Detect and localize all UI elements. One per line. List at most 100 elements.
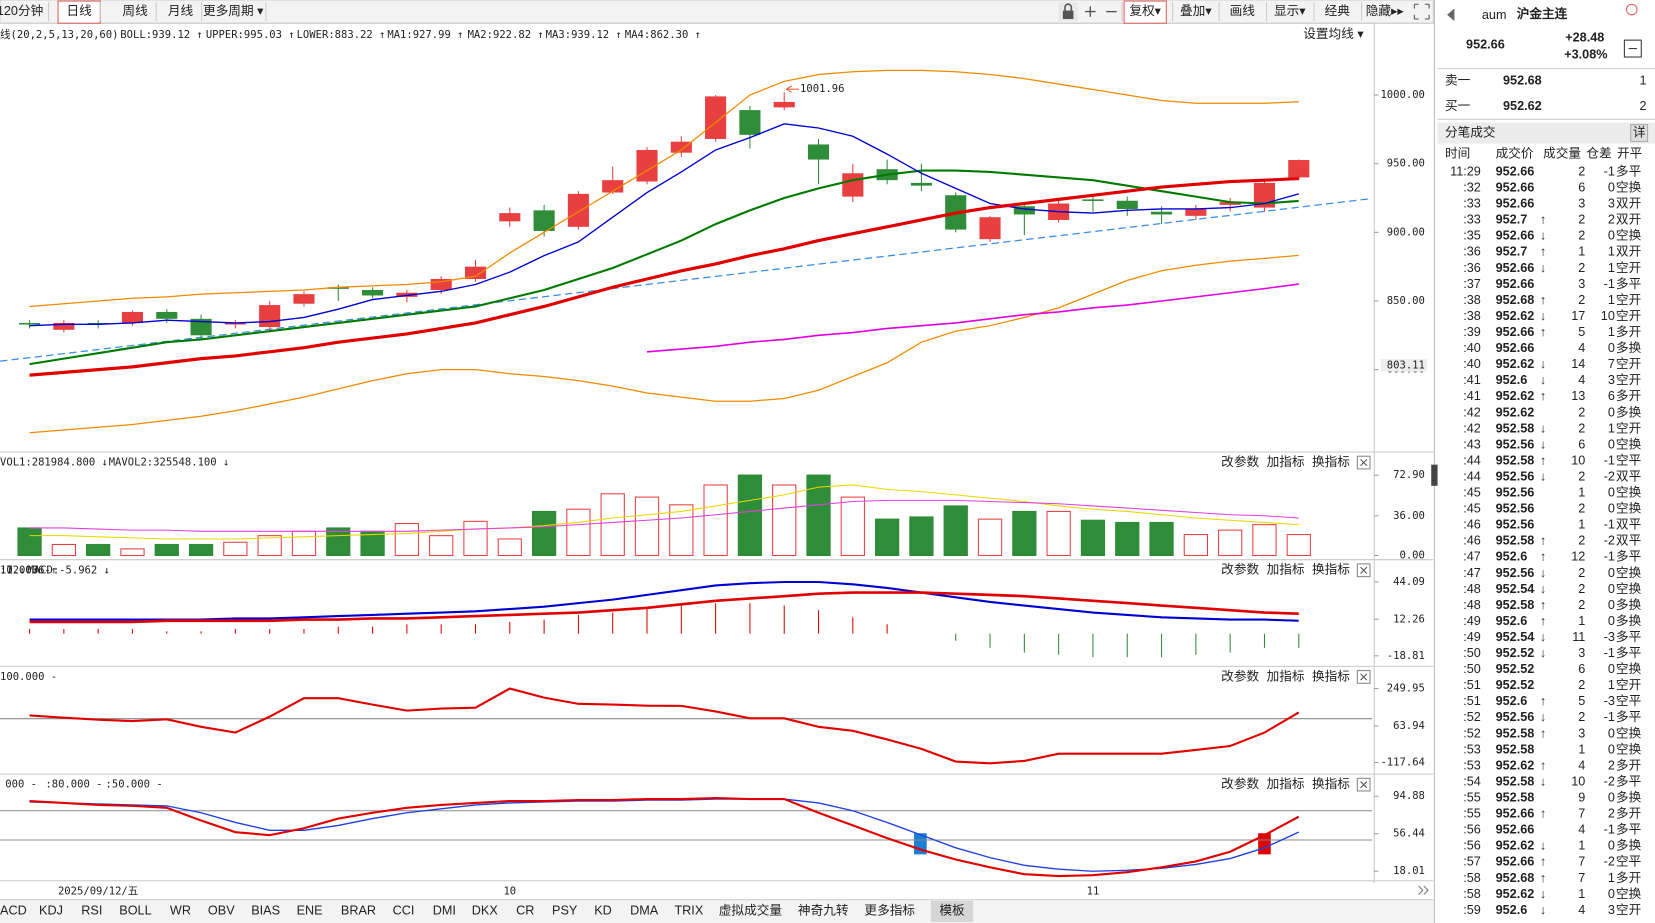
toolbar-button[interactable]: 经典 bbox=[1325, 4, 1351, 18]
indicator-tab[interactable]: ENE bbox=[297, 904, 323, 918]
trade-type: 多平 bbox=[1616, 630, 1641, 644]
candle-body bbox=[464, 266, 487, 280]
panel-action[interactable]: 改参数 bbox=[1221, 562, 1259, 577]
trade-direction: ↑ bbox=[1540, 758, 1546, 772]
column-header: 成交量 bbox=[1543, 146, 1581, 161]
indicator-tab[interactable]: CR bbox=[516, 904, 534, 918]
panel-toggle[interactable] bbox=[1431, 464, 1438, 486]
collapse-icon[interactable] bbox=[1623, 39, 1642, 58]
indicator-tab[interactable]: DKX bbox=[472, 904, 499, 918]
trade-type: 双平 bbox=[1616, 469, 1641, 483]
settings-button[interactable]: 设置均线 ▾ bbox=[1303, 27, 1364, 41]
button-active-bg[interactable] bbox=[1123, 0, 1167, 24]
trade-direction: ↑ bbox=[1540, 550, 1546, 564]
trade-type: 空开 bbox=[1616, 373, 1641, 387]
badge-icon[interactable] bbox=[1625, 3, 1638, 16]
indicator-tab[interactable]: 模板 bbox=[939, 904, 965, 918]
indicator-tab[interactable]: KDJ bbox=[39, 904, 63, 918]
indicator-tab[interactable]: DMI bbox=[433, 904, 456, 918]
period-tab[interactable]: 120分钟 bbox=[0, 3, 43, 18]
indicator-tab[interactable]: DMA bbox=[630, 904, 659, 918]
position-change: -1 bbox=[1604, 518, 1615, 532]
trade-time: :54 bbox=[1463, 774, 1481, 788]
volume-bar bbox=[977, 518, 1003, 557]
panel-action[interactable]: 加指标 bbox=[1267, 455, 1305, 469]
toolbar-button[interactable]: 叠加▾ bbox=[1180, 4, 1212, 18]
indicator-tab[interactable]: BRAR bbox=[341, 904, 376, 918]
panel-action[interactable]: 改参数 bbox=[1221, 776, 1259, 791]
indicator-line bbox=[29, 687, 1300, 765]
zoom-in-icon[interactable] bbox=[1085, 6, 1096, 17]
indicator-tab[interactable]: OBV bbox=[208, 904, 235, 918]
trade-type: 空换 bbox=[1616, 486, 1642, 500]
back-icon[interactable] bbox=[1447, 8, 1455, 22]
overlay-line bbox=[29, 123, 1299, 327]
trade-price: 952.52 bbox=[1496, 662, 1535, 676]
trade-direction: ↓ bbox=[1540, 887, 1546, 901]
indicator-tab[interactable]: 神奇九转 bbox=[798, 904, 849, 918]
panel-action[interactable]: 加指标 bbox=[1267, 563, 1305, 577]
indicator-tab[interactable]: BIAS bbox=[251, 904, 280, 918]
trade-type: 多开 bbox=[1616, 325, 1641, 339]
trade-price: 952.66 bbox=[1496, 325, 1535, 339]
trade-type: 多平 bbox=[1616, 774, 1641, 788]
trade-volume: 2 bbox=[1578, 164, 1585, 178]
position-change: 0 bbox=[1608, 181, 1615, 195]
toolbar-button[interactable]: 显示▾ bbox=[1274, 4, 1306, 18]
trade-time: :55 bbox=[1463, 791, 1481, 805]
trade-type: 多平 bbox=[1616, 710, 1641, 724]
period-tab[interactable]: 月线 bbox=[168, 4, 194, 18]
trade-type: 多平 bbox=[1616, 277, 1641, 291]
position-change: -1 bbox=[1604, 453, 1615, 467]
indicator-tab[interactable]: CCI bbox=[393, 904, 415, 918]
panel-action[interactable]: 换指标 bbox=[1312, 455, 1350, 469]
period-tab[interactable]: 周线 bbox=[122, 4, 148, 18]
fullscreen-icon[interactable] bbox=[1413, 3, 1430, 20]
detail-label[interactable]: 详 bbox=[1633, 125, 1646, 139]
indicator-tab[interactable]: TRIX bbox=[674, 904, 703, 918]
detail-button[interactable] bbox=[1630, 124, 1649, 143]
indicator-tab[interactable]: KD bbox=[594, 904, 612, 918]
panel-action[interactable]: 改参数 bbox=[1221, 668, 1259, 683]
volume-bar bbox=[1046, 510, 1071, 557]
position-change: 0 bbox=[1608, 437, 1615, 451]
indicator-value: VOL1:281984.800 ↓ bbox=[0, 457, 108, 469]
candle-body bbox=[533, 210, 555, 231]
x-tick-label: 11 bbox=[1087, 885, 1100, 897]
volume-bar bbox=[840, 496, 865, 557]
indicator-tab[interactable]: RSI bbox=[81, 904, 102, 918]
period-tab[interactable]: 更多周期 ▾ bbox=[203, 4, 264, 18]
indicator-tab[interactable]: ACD bbox=[0, 904, 27, 918]
panel-action[interactable]: 换指标 bbox=[1312, 777, 1350, 791]
panel-action[interactable]: 加指标 bbox=[1267, 669, 1305, 683]
indicator-tab[interactable]: WR bbox=[170, 904, 191, 918]
indicator-tab[interactable]: BOLL bbox=[119, 904, 151, 918]
toolbar-button[interactable]: 隐藏▸▸ bbox=[1366, 4, 1405, 18]
panel-action[interactable]: 加指标 bbox=[1267, 777, 1305, 791]
trade-volume: 1 bbox=[1578, 518, 1585, 532]
trade-time: :45 bbox=[1463, 502, 1481, 516]
trade-type: 多换 bbox=[1616, 614, 1642, 628]
column-header: 仓差 bbox=[1586, 147, 1611, 161]
trade-time: :55 bbox=[1463, 807, 1481, 821]
position-change: 0 bbox=[1608, 405, 1615, 419]
tab-active-bg[interactable] bbox=[930, 900, 974, 922]
indicator-line bbox=[29, 499, 1299, 532]
indicator-tab[interactable]: 更多指标 bbox=[864, 904, 915, 918]
panel-action[interactable]: 换指标 bbox=[1312, 669, 1350, 683]
indicator-tab[interactable]: PSY bbox=[552, 904, 578, 918]
panel-action[interactable]: 改参数 bbox=[1221, 454, 1259, 469]
trade-price: 952.54 bbox=[1496, 582, 1535, 596]
position-change: -1 bbox=[1604, 277, 1615, 291]
toolbar-button[interactable]: 画线 bbox=[1230, 4, 1256, 18]
scroll-right-icon[interactable] bbox=[1418, 885, 1429, 895]
y-tick-label: 12.26 bbox=[1393, 613, 1425, 625]
y-tick-label: 36.00 bbox=[1393, 510, 1425, 522]
panel-action[interactable]: 换指标 bbox=[1312, 563, 1350, 577]
indicator-tab[interactable]: 虚拟成交量 bbox=[719, 903, 783, 918]
indicator-value: 17 ↓ bbox=[0, 564, 25, 576]
toolbar-button[interactable]: 复权▾ bbox=[1129, 3, 1161, 18]
trade-price: 952.68 bbox=[1496, 293, 1535, 307]
period-tab[interactable]: 日线 bbox=[67, 4, 93, 18]
